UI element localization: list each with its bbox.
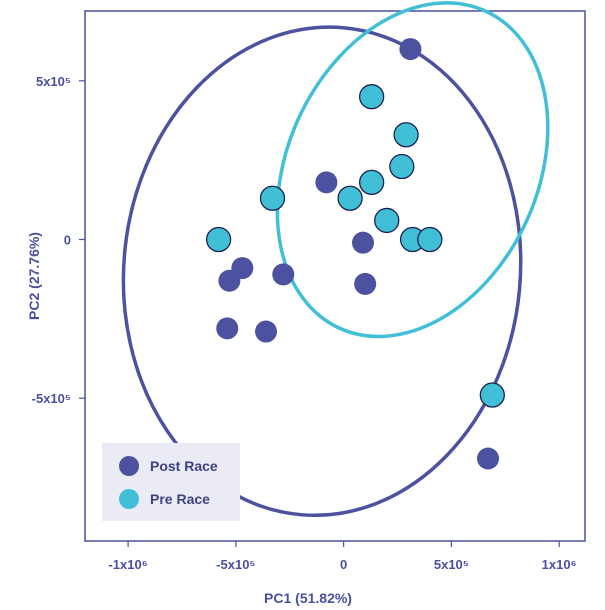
legend-label-pre-race: Pre Race xyxy=(150,491,210,507)
data-point-pre-race xyxy=(479,382,505,408)
data-point-pre-race xyxy=(358,169,385,196)
plot-frame xyxy=(84,10,586,542)
data-point-post-race xyxy=(272,263,295,286)
data-point-post-race xyxy=(477,447,500,470)
y-tick-label: 0 xyxy=(64,233,71,248)
x-tick-label: 1x10⁶ xyxy=(542,557,577,572)
data-point-post-race xyxy=(216,317,239,340)
data-point-post-race xyxy=(255,320,278,343)
legend-marker-post-race xyxy=(119,456,139,476)
data-point-pre-race xyxy=(393,122,419,148)
data-point-pre-race xyxy=(374,207,400,234)
data-point-pre-race xyxy=(358,84,385,110)
data-point-post-race xyxy=(399,38,422,61)
data-point-post-race xyxy=(218,269,241,292)
legend-label-post-race: Post Race xyxy=(150,458,218,474)
data-point-pre-race xyxy=(389,153,415,180)
x-tick-label: 0 xyxy=(340,557,347,572)
x-tick-label: -1x10⁶ xyxy=(108,557,147,572)
confidence-ellipse-post-race xyxy=(121,25,523,518)
data-point-pre-race xyxy=(417,226,443,253)
x-tick-label: -5x10⁵ xyxy=(216,557,255,572)
x-axis-label: PC1 (51.82%) xyxy=(264,590,352,606)
confidence-ellipse-pre-race xyxy=(275,1,550,339)
data-point-pre-race xyxy=(259,185,286,211)
y-tick-label: 5x10⁵ xyxy=(36,74,71,89)
data-point-pre-race xyxy=(205,226,232,253)
legend: Post Race Pre Race xyxy=(102,443,240,521)
data-point-post-race xyxy=(352,231,375,254)
y-axis-label: PC2 (27.76%) xyxy=(26,232,42,320)
y-tick-label: -5x10⁵ xyxy=(32,391,71,406)
data-point-pre-race xyxy=(337,185,363,211)
legend-marker-pre-race xyxy=(119,489,139,509)
data-point-post-race xyxy=(315,171,338,194)
data-point-post-race xyxy=(354,272,377,295)
legend-box xyxy=(102,443,240,521)
x-tick-label: 5x10⁵ xyxy=(434,557,469,572)
